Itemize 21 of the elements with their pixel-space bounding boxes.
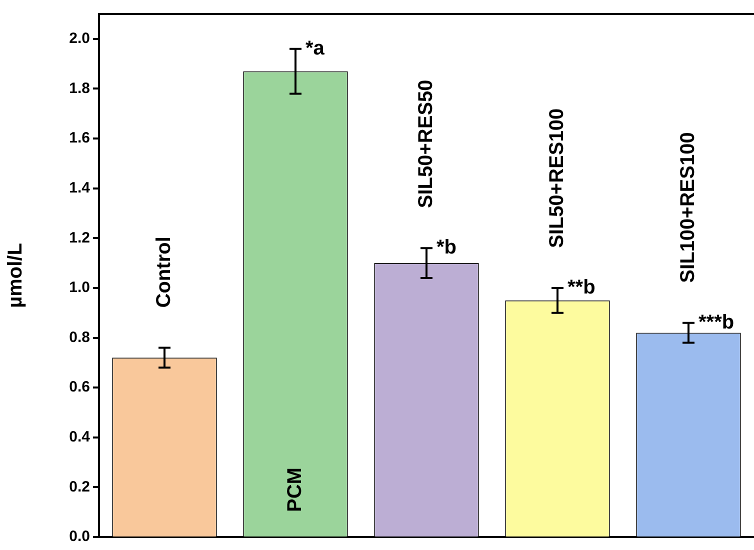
- y-tick-label: 1.6: [69, 130, 90, 147]
- x-tick-label: SIL50+RES100: [546, 108, 568, 248]
- y-tick-label: 1.4: [69, 179, 91, 196]
- annotation: *b: [436, 236, 456, 259]
- annotation: **b: [568, 276, 596, 298]
- y-tick-label: 2.0: [69, 30, 90, 48]
- y-tick-label: 0.0: [69, 528, 90, 546]
- annotation: *a: [306, 37, 326, 60]
- y-tick-label: 1.2: [69, 229, 90, 246]
- y-axis-title: µmol/L: [4, 243, 27, 308]
- x-tick-label: SIL50+RES50: [415, 80, 438, 208]
- y-tick-label: 1.0: [69, 279, 90, 296]
- x-tick-label: Control: [153, 236, 176, 308]
- x-tick-label: PCM: [284, 468, 306, 512]
- y-tick-label: 1.8: [69, 80, 90, 97]
- y-tick-label: 0.6: [69, 378, 90, 396]
- x-tick-label: SIL100+RES100: [677, 132, 700, 283]
- y-tick-label: 0.8: [69, 328, 90, 346]
- annotation: ***b: [698, 311, 734, 334]
- y-tick-label: 0.4: [69, 428, 91, 446]
- y-tick-label: 0.2: [69, 478, 90, 496]
